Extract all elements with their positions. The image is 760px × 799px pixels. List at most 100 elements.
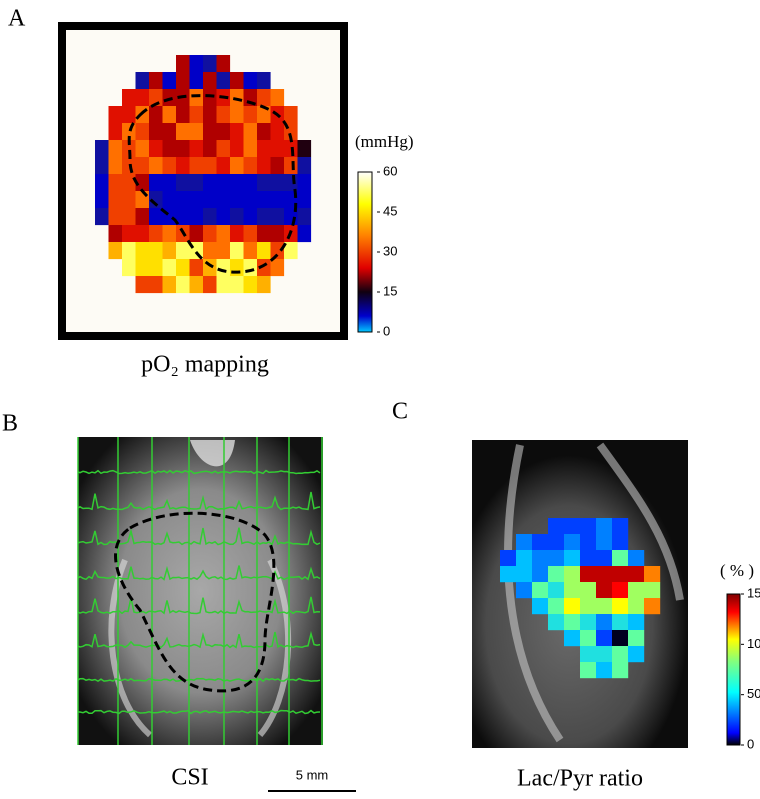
map-pixel: [203, 191, 217, 209]
map-pixel: [243, 242, 258, 260]
panel-label: A: [8, 6, 26, 32]
map-pixel: [135, 140, 150, 158]
mri-detail: [504, 442, 684, 743]
spectrum: [78, 709, 321, 715]
map-pixel: [189, 191, 204, 209]
map-pixel: [149, 106, 163, 124]
map-pixel: [216, 157, 231, 175]
map-pixel: [230, 106, 244, 124]
map-pixel: [122, 89, 136, 107]
map-pixel: [203, 157, 217, 175]
colorbar: [726, 593, 741, 746]
map-pixel: [230, 208, 244, 226]
map-pixel: [122, 208, 136, 226]
map-pixel: [243, 208, 258, 226]
map-pixel: [243, 276, 258, 294]
map-pixel: [243, 106, 258, 124]
map-pixel: [149, 225, 163, 243]
map-pixel: [230, 89, 244, 107]
map-pixel: [162, 123, 177, 141]
colorbar-tick-label: 150: [747, 585, 760, 600]
map-pixel: [628, 550, 645, 567]
map-pixel: [122, 140, 136, 158]
map-pixel: [270, 140, 285, 158]
map-pixel: [257, 72, 271, 90]
map-pixel: [176, 174, 190, 192]
map-pixel: [500, 566, 517, 583]
map-pixel: [612, 582, 629, 599]
map-pixel: [135, 242, 150, 260]
map-pixel: [162, 242, 177, 260]
map-pixel: [149, 276, 163, 294]
map-pixel: [580, 662, 597, 679]
panel-label: B: [2, 411, 18, 437]
map-pixel: [516, 534, 533, 551]
map-pixel: [176, 72, 190, 90]
map-pixel: [176, 191, 190, 209]
panel-label: C: [392, 399, 408, 425]
map-pixel: [612, 566, 629, 583]
map-pixel: [548, 614, 565, 631]
map-pixel: [216, 140, 231, 158]
map-pixel: [532, 550, 549, 567]
map-pixel: [149, 242, 163, 260]
map-pixel: [189, 225, 204, 243]
map-pixel: [230, 242, 244, 260]
tumor-outline: [127, 94, 298, 274]
map-pixel: [203, 89, 217, 107]
map-pixel: [297, 225, 312, 243]
map-pixel: [216, 55, 231, 73]
map-pixel: [203, 259, 217, 277]
map-pixel: [257, 259, 271, 277]
map-pixel: [596, 646, 613, 663]
map-pixel: [135, 225, 150, 243]
map-pixel: [243, 72, 258, 90]
map-pixel: [270, 157, 285, 175]
map-pixel: [270, 89, 285, 107]
map-pixel: [216, 72, 231, 90]
map-pixel: [162, 106, 177, 124]
map-pixel: [580, 598, 597, 615]
map-pixel: [580, 630, 597, 647]
map-pixel: [189, 106, 204, 124]
map-pixel: [216, 208, 231, 226]
map-pixel: [284, 174, 298, 192]
map-pixel: [532, 582, 549, 599]
colorbar-tick-label: 0: [383, 323, 390, 338]
map-pixel: [243, 157, 258, 175]
scale-bar-label: 5 mm: [296, 767, 329, 782]
panel-caption: pO₂ mapping: [141, 352, 269, 378]
map-pixel: [270, 259, 285, 277]
map-pixel: [189, 259, 204, 277]
colorbar-unit: ( % ): [720, 561, 754, 580]
map-pixel: [162, 89, 177, 107]
map-pixel: [612, 630, 629, 647]
map-pixel: [162, 157, 177, 175]
map-pixel: [284, 106, 298, 124]
map-pixel: [564, 550, 581, 567]
map-pixel: [596, 662, 613, 679]
map-pixel: [596, 566, 613, 583]
map-pixel: [596, 582, 613, 599]
map-pixel: [108, 174, 123, 192]
map-pixel: [580, 518, 597, 535]
colorbar-tick-label: 100: [747, 636, 760, 651]
map-pixel: [108, 157, 123, 175]
map-pixel: [564, 582, 581, 599]
map-pixel: [243, 225, 258, 243]
map-pixel: [162, 174, 177, 192]
map-pixel: [230, 123, 244, 141]
map-pixel: [149, 89, 163, 107]
colorbar-tick-label: 0: [747, 736, 754, 751]
map-pixel: [580, 550, 597, 567]
map-pixel: [149, 174, 163, 192]
map-pixel: [135, 208, 150, 226]
map-pixel: [297, 174, 312, 192]
map-pixel: [203, 242, 217, 260]
map-pixel: [580, 566, 597, 583]
map-pixel: [189, 157, 204, 175]
map-pixel: [257, 242, 271, 260]
map-pixel: [644, 598, 661, 615]
map-pixel: [297, 157, 312, 175]
